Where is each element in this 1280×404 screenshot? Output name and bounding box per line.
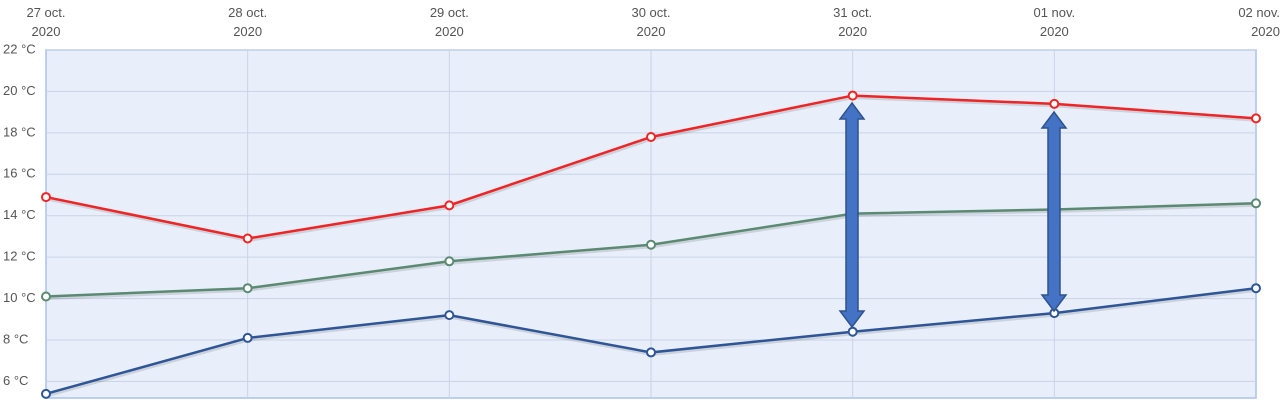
point (242, 233, 253, 244)
y-tick-label: 8 °C (3, 331, 28, 346)
y-tick-label: 14 °C (3, 207, 36, 222)
point (646, 347, 656, 358)
point (1049, 98, 1060, 109)
y-tick-label: 22 °C (3, 41, 36, 56)
x-tick-label: 30 oct. 2020 (631, 5, 671, 39)
x-tick-label: 29 oct. 2020 (429, 5, 469, 39)
y-tick-label: 10 °C (3, 290, 36, 305)
point (41, 291, 51, 302)
point (646, 239, 656, 250)
point (242, 283, 253, 294)
point (444, 310, 455, 321)
point (242, 332, 253, 343)
x-tick-label: 31 oct. 2020 (833, 5, 873, 39)
point (1251, 198, 1261, 209)
point (847, 90, 858, 101)
point (847, 326, 858, 337)
y-labels: 6 °C 8 °C 10 °C 12 °C 14 °C 16 °C 18 °C 20 °C 22… (3, 41, 36, 387)
range-arrow (838, 101, 866, 329)
point (1251, 283, 1261, 294)
point (41, 192, 51, 203)
y-tick-label: 16 °C (3, 166, 36, 181)
point (646, 132, 656, 142)
y-tick-label: 18 °C (3, 124, 36, 139)
y-tick-label: 6 °C (3, 373, 28, 388)
point (41, 388, 51, 399)
point (444, 256, 455, 267)
y-tick-label: 20 °C (3, 83, 36, 98)
y-tick-label: 12 °C (3, 249, 36, 264)
point (444, 200, 455, 211)
range-arrow (1040, 110, 1068, 313)
x-tick-label: 01 nov. 2020 (1033, 5, 1076, 39)
annotations (838, 101, 1068, 329)
x-tick-label: 02 nov. 2020 (1238, 5, 1280, 39)
x-tick-label: 27 oct. 2020 (26, 5, 66, 39)
x-tick-label: 28 oct. 2020 (228, 5, 268, 39)
point (1251, 113, 1261, 124)
